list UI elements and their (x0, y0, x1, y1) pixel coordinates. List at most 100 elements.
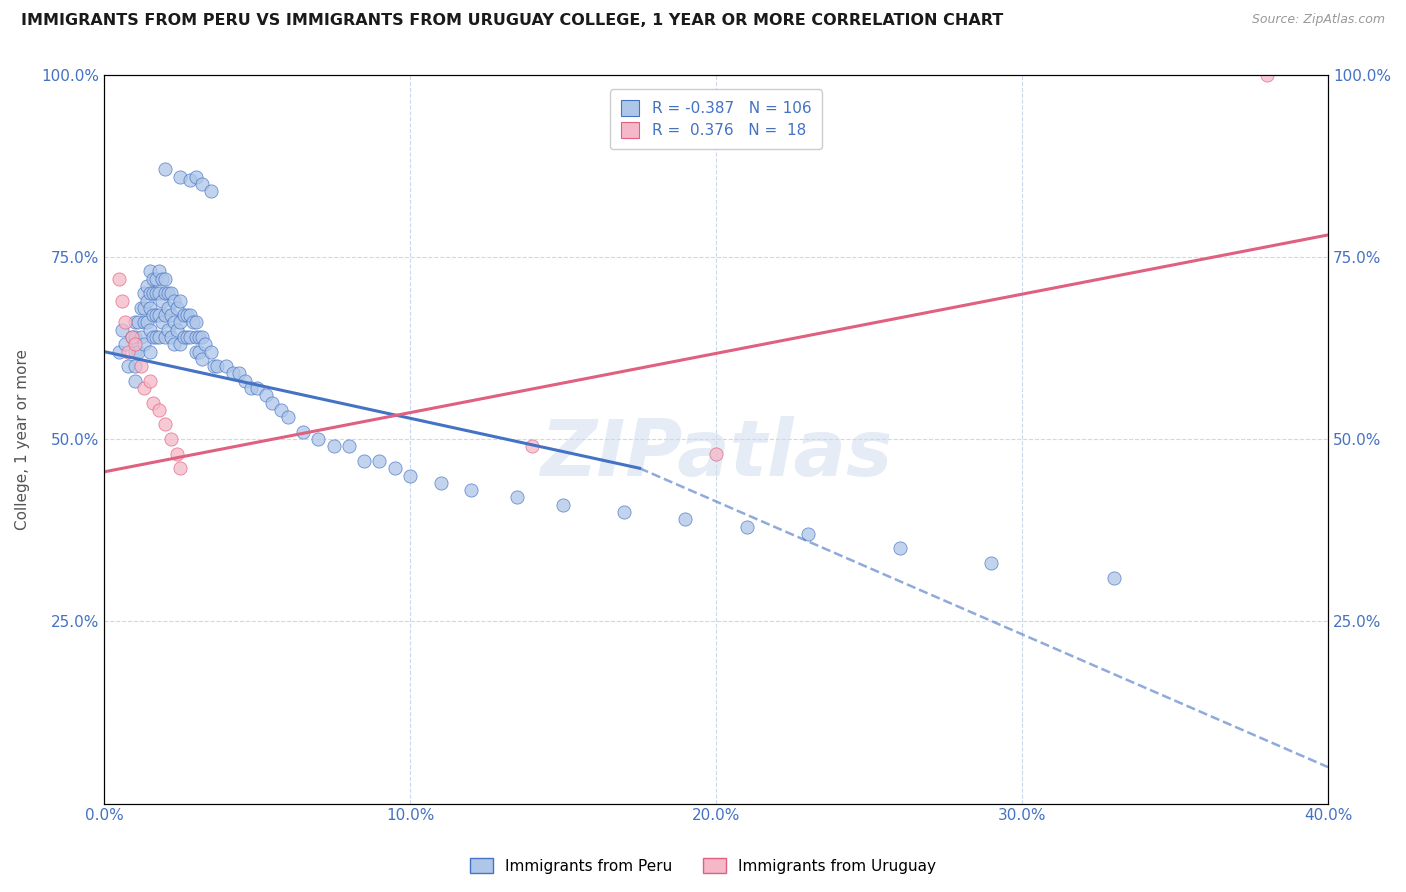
Point (262, 395, 284, 409)
Point (153, 330, 176, 344)
Point (157, 286, 180, 301)
Point (166, 323, 188, 337)
Point (150, 315, 173, 329)
Point (735, 519, 758, 533)
Point (191, 330, 214, 344)
Point (228, 367, 250, 381)
Point (132, 286, 155, 301)
Point (184, 330, 207, 344)
Point (150, 293, 173, 308)
Point (145, 286, 167, 301)
Point (353, 454, 375, 468)
Point (160, 432, 183, 446)
Point (160, 330, 183, 344)
Point (384, 461, 406, 475)
Point (179, 308, 201, 322)
Point (187, 330, 209, 344)
Point (160, 308, 183, 322)
Text: IMMIGRANTS FROM PERU VS IMMIGRANTS FROM URUGUAY COLLEGE, 1 YEAR OR MORE CORRELAT: IMMIGRANTS FROM PERU VS IMMIGRANTS FROM … (21, 13, 1004, 29)
Text: ZIPatlas: ZIPatlas (540, 416, 893, 491)
Point (429, 475, 451, 490)
Point (215, 359, 238, 373)
Point (135, 279, 157, 293)
Point (124, 359, 146, 373)
Point (153, 162, 176, 177)
Point (111, 293, 134, 308)
Point (246, 381, 269, 395)
Point (127, 315, 149, 329)
Point (797, 526, 820, 541)
Point (148, 308, 170, 322)
Point (675, 512, 697, 526)
Point (142, 330, 165, 344)
Point (148, 264, 170, 278)
Point (157, 323, 180, 337)
Point (145, 308, 167, 322)
Point (142, 271, 165, 285)
Point (148, 286, 170, 301)
Point (169, 337, 191, 351)
Point (179, 330, 201, 344)
Legend: Immigrants from Peru, Immigrants from Uruguay: Immigrants from Peru, Immigrants from Ur… (464, 852, 942, 880)
Point (127, 344, 149, 359)
Point (111, 323, 134, 337)
Point (184, 315, 207, 329)
Point (139, 301, 162, 315)
Point (129, 359, 152, 373)
Point (337, 439, 360, 453)
Point (145, 330, 167, 344)
Point (221, 367, 243, 381)
Point (1102, 571, 1125, 585)
Point (129, 330, 152, 344)
Point (157, 301, 180, 315)
Point (277, 410, 299, 425)
Point (124, 337, 146, 351)
Point (132, 301, 155, 315)
Point (270, 403, 292, 417)
Legend: R = -0.387   N = 106, R =  0.376   N =  18: R = -0.387 N = 106, R = 0.376 N = 18 (610, 89, 823, 149)
Point (889, 541, 911, 556)
Point (114, 337, 136, 351)
Point (163, 315, 186, 329)
Point (176, 330, 198, 344)
Point (153, 271, 176, 285)
Point (132, 381, 155, 395)
Y-axis label: College, 1 year or more: College, 1 year or more (15, 349, 30, 530)
Point (169, 169, 191, 184)
Point (322, 439, 344, 453)
Point (291, 425, 314, 439)
Point (108, 271, 131, 285)
Point (124, 330, 146, 344)
Point (179, 173, 201, 187)
Point (114, 315, 136, 329)
Point (254, 388, 277, 402)
Point (202, 359, 225, 373)
Point (108, 344, 131, 359)
Point (153, 417, 176, 432)
Point (181, 315, 204, 329)
Point (139, 344, 162, 359)
Point (129, 301, 152, 315)
Point (1256, 68, 1278, 82)
Point (135, 293, 157, 308)
Point (169, 461, 191, 475)
Point (522, 439, 544, 453)
Point (139, 374, 162, 388)
Point (139, 286, 162, 301)
Point (169, 315, 191, 329)
Point (551, 498, 574, 512)
Point (166, 447, 188, 461)
Point (142, 286, 165, 301)
Point (153, 308, 176, 322)
Point (184, 169, 207, 184)
Point (124, 374, 146, 388)
Point (132, 337, 155, 351)
Point (163, 337, 186, 351)
Text: Source: ZipAtlas.com: Source: ZipAtlas.com (1251, 13, 1385, 27)
Point (191, 177, 214, 191)
Point (205, 359, 228, 373)
Point (704, 447, 727, 461)
Point (191, 351, 214, 366)
Point (200, 184, 222, 198)
Point (187, 344, 209, 359)
